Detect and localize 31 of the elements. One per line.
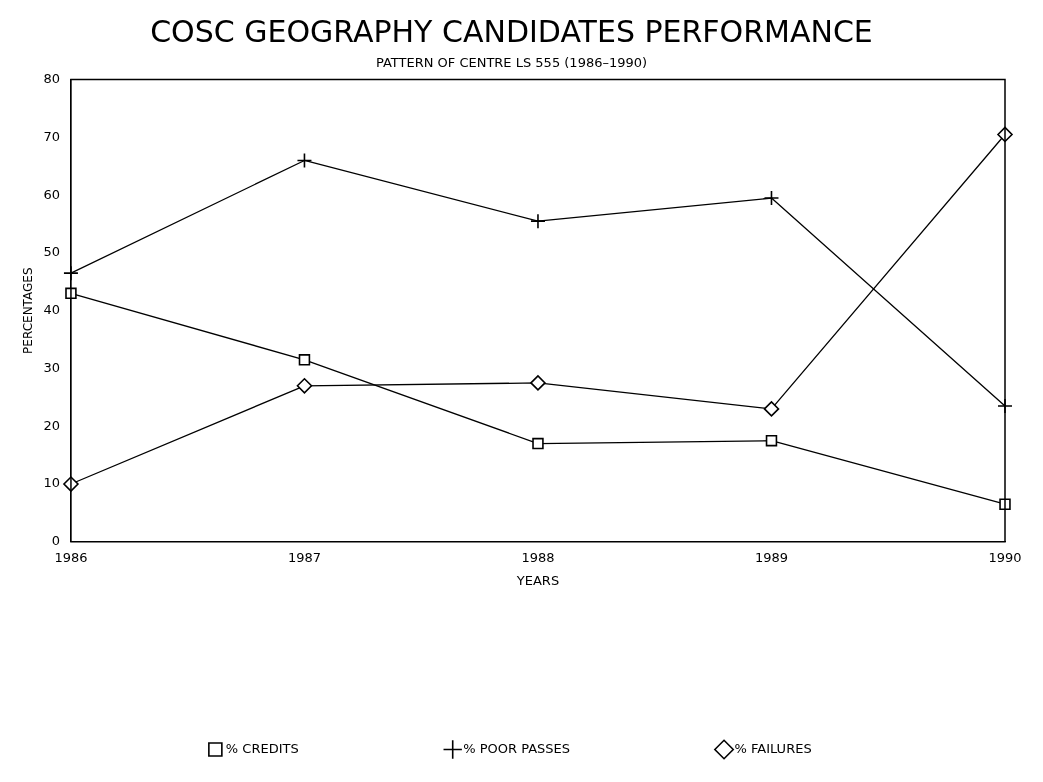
chart-title: COSC GEOGRAPHY CANDIDATES PERFORMANCE [150, 13, 873, 49]
x-axis-title: YEARS [515, 572, 560, 588]
x-tick-label: 1986 [54, 549, 88, 565]
point [298, 354, 311, 366]
point [999, 498, 1011, 510]
x-tick-label: 1989 [754, 549, 789, 565]
x-tick-label: 1990 [988, 549, 1022, 565]
legend-label: % CREDITS [225, 740, 299, 756]
legend-label: % POOR PASSES [463, 740, 571, 756]
point [296, 378, 313, 394]
point [532, 437, 544, 450]
y-tick-label: 70 [43, 128, 60, 144]
y-tick-label: 40 [43, 302, 60, 318]
x-tick-label: 1987 [287, 549, 321, 565]
legend-label: % FAILURES [734, 740, 812, 756]
point [763, 401, 780, 417]
y-tick-label: 30 [43, 359, 60, 375]
y-tick-label: 80 [43, 70, 60, 86]
y-axis-title: PERCENTAGES [21, 267, 36, 354]
point [765, 434, 778, 447]
point [530, 375, 546, 391]
x-tick-label: 1988 [521, 549, 555, 565]
point [763, 190, 780, 206]
point [296, 152, 313, 169]
chart-subtitle: PATTERN OF CENTRE LS 555 (1986–1990) [375, 55, 648, 71]
y-tick-label: 0 [51, 533, 60, 549]
y-tick-label: 60 [43, 186, 60, 202]
y-tick-label: 50 [43, 244, 60, 260]
y-tick-label: 10 [43, 475, 60, 491]
y-tick-label: 20 [43, 417, 60, 433]
point [530, 213, 546, 229]
